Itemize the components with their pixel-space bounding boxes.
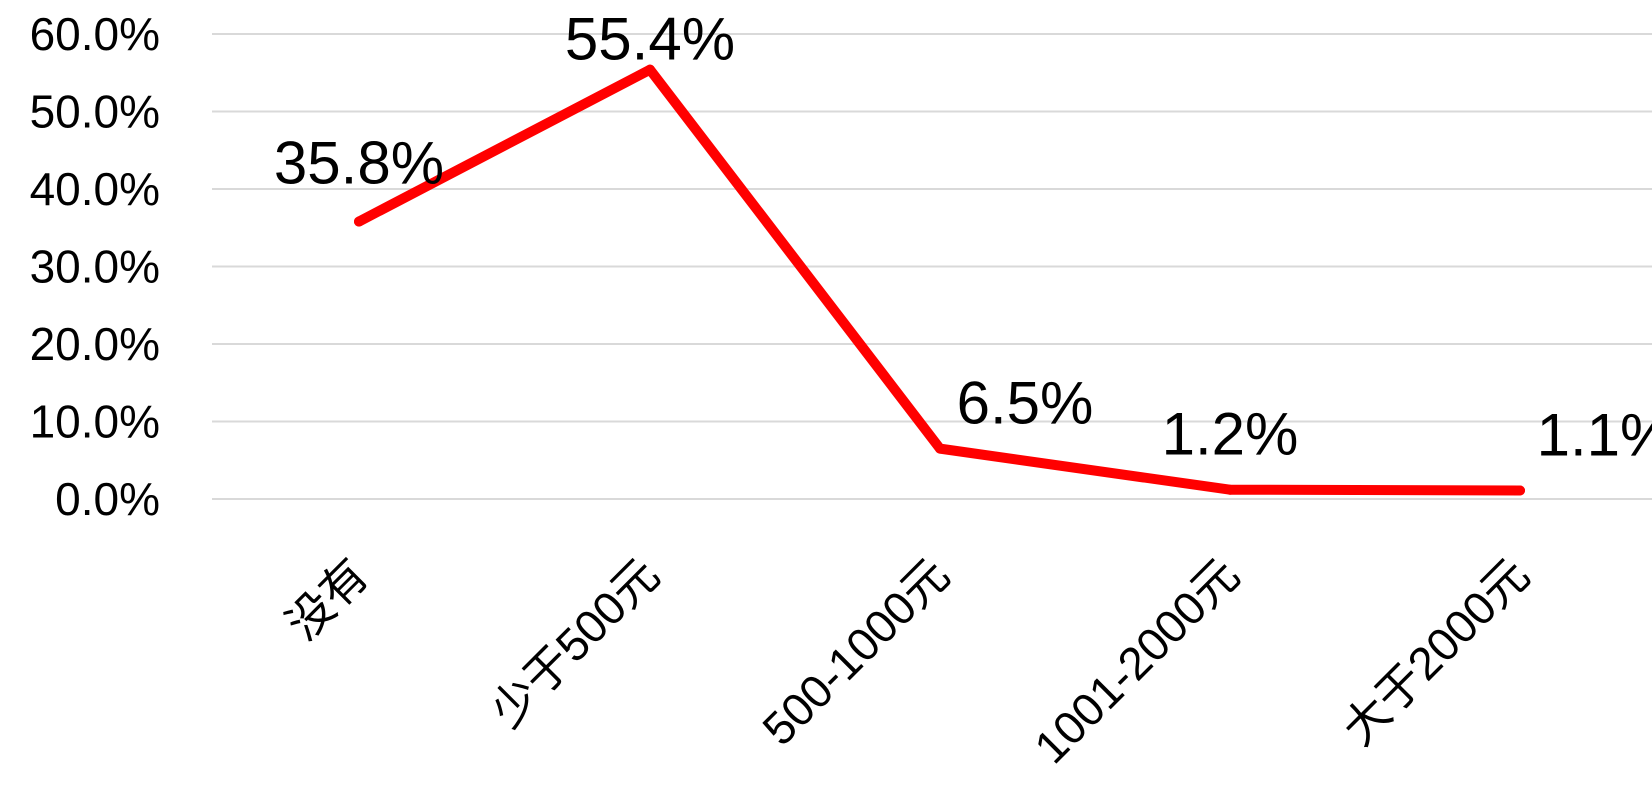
series-line (354, 64, 1525, 496)
data-point (645, 64, 655, 75)
series-line-layer (354, 64, 1525, 496)
data-point (354, 216, 364, 227)
data-label: 1.2% (1162, 401, 1299, 468)
y-tick-label: 30.0% (30, 241, 160, 293)
data-label: 1.1% (1537, 401, 1652, 468)
y-tick-label: 50.0% (30, 86, 160, 138)
data-labels: 35.8% 55.4% 6.5% 1.2% 1.1% (274, 6, 1652, 469)
data-label: 35.8% (274, 130, 444, 197)
y-tick-label: 40.0% (30, 163, 160, 215)
x-axis-category-labels: 没有 少于500元 500-1000元 1001-2000元 大于2000元 (276, 548, 1539, 773)
x-category-label: 没有 (276, 548, 378, 650)
data-label: 55.4% (565, 6, 735, 73)
y-tick-label: 60.0% (30, 8, 160, 60)
x-category-label: 500-1000元 (752, 548, 959, 755)
x-category-label: 大于2000元 (1332, 548, 1539, 755)
y-axis-tick-labels: 0.0% 10.0% 20.0% 30.0% 40.0% 50.0% 60.0% (30, 8, 160, 525)
data-label: 6.5% (957, 370, 1094, 437)
x-category-label: 1001-2000元 (1024, 548, 1249, 773)
data-point (935, 443, 945, 454)
data-point (1225, 484, 1235, 495)
y-tick-label: 0.0% (55, 473, 160, 525)
y-tick-label: 10.0% (30, 396, 160, 448)
data-point (1515, 485, 1525, 496)
y-tick-label: 20.0% (30, 318, 160, 370)
gridlines (212, 33, 1652, 500)
x-category-label: 少于500元 (480, 548, 669, 737)
